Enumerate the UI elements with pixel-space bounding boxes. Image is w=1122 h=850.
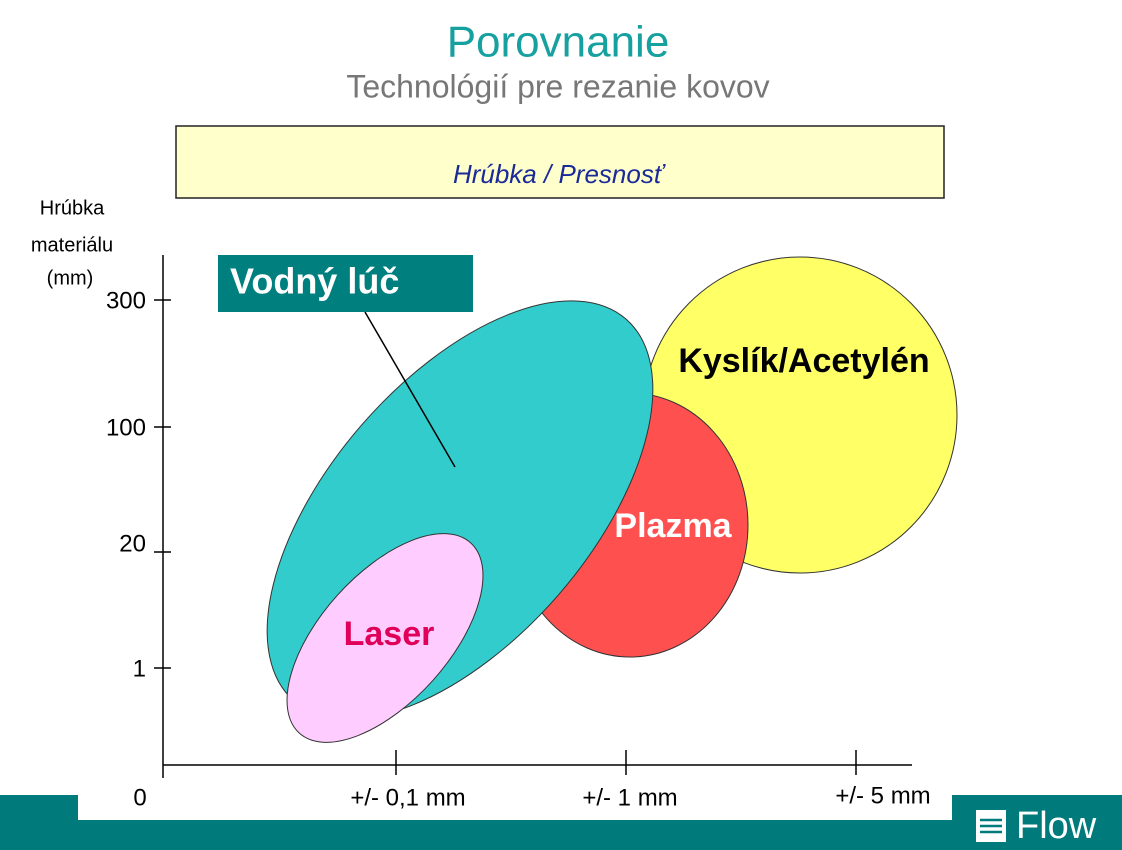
title: Porovnanie	[447, 18, 670, 67]
y-axis-label: (mm)	[47, 267, 94, 289]
y-tick-label: 300	[106, 287, 146, 314]
y-axis-label: Hrúbka	[40, 197, 105, 219]
laser-region	[286, 533, 484, 743]
waterjet-label-box	[218, 255, 473, 312]
banner-text: Hrúbka / Presnosť	[453, 159, 666, 189]
axes	[154, 255, 912, 778]
y-tick-label: 100	[106, 414, 146, 441]
logo: Flow	[976, 805, 1097, 847]
x-label-box	[78, 773, 952, 820]
subtitle: Technológií pre rezanie kovov	[346, 68, 769, 104]
logo-text: Flow	[1016, 805, 1097, 847]
region-label: Kyslík/Acetylén	[678, 342, 929, 380]
x-tick-label: +/- 0,1 mm	[350, 784, 465, 811]
y-axis-label: materiálu	[31, 234, 113, 256]
y-tick-label: 1	[133, 655, 146, 682]
banner-box	[175, 125, 945, 199]
y-tick-label: 20	[119, 530, 146, 557]
region-label: Plazma	[614, 507, 732, 545]
region-label: Laser	[344, 615, 435, 653]
region-label: Vodný lúč	[230, 261, 399, 302]
x-tick-label: +/- 1 mm	[582, 784, 677, 811]
x-tick-label: +/- 5 mm	[835, 782, 930, 809]
callout-line	[364, 311, 456, 468]
x-tick-label: 0	[133, 784, 146, 811]
